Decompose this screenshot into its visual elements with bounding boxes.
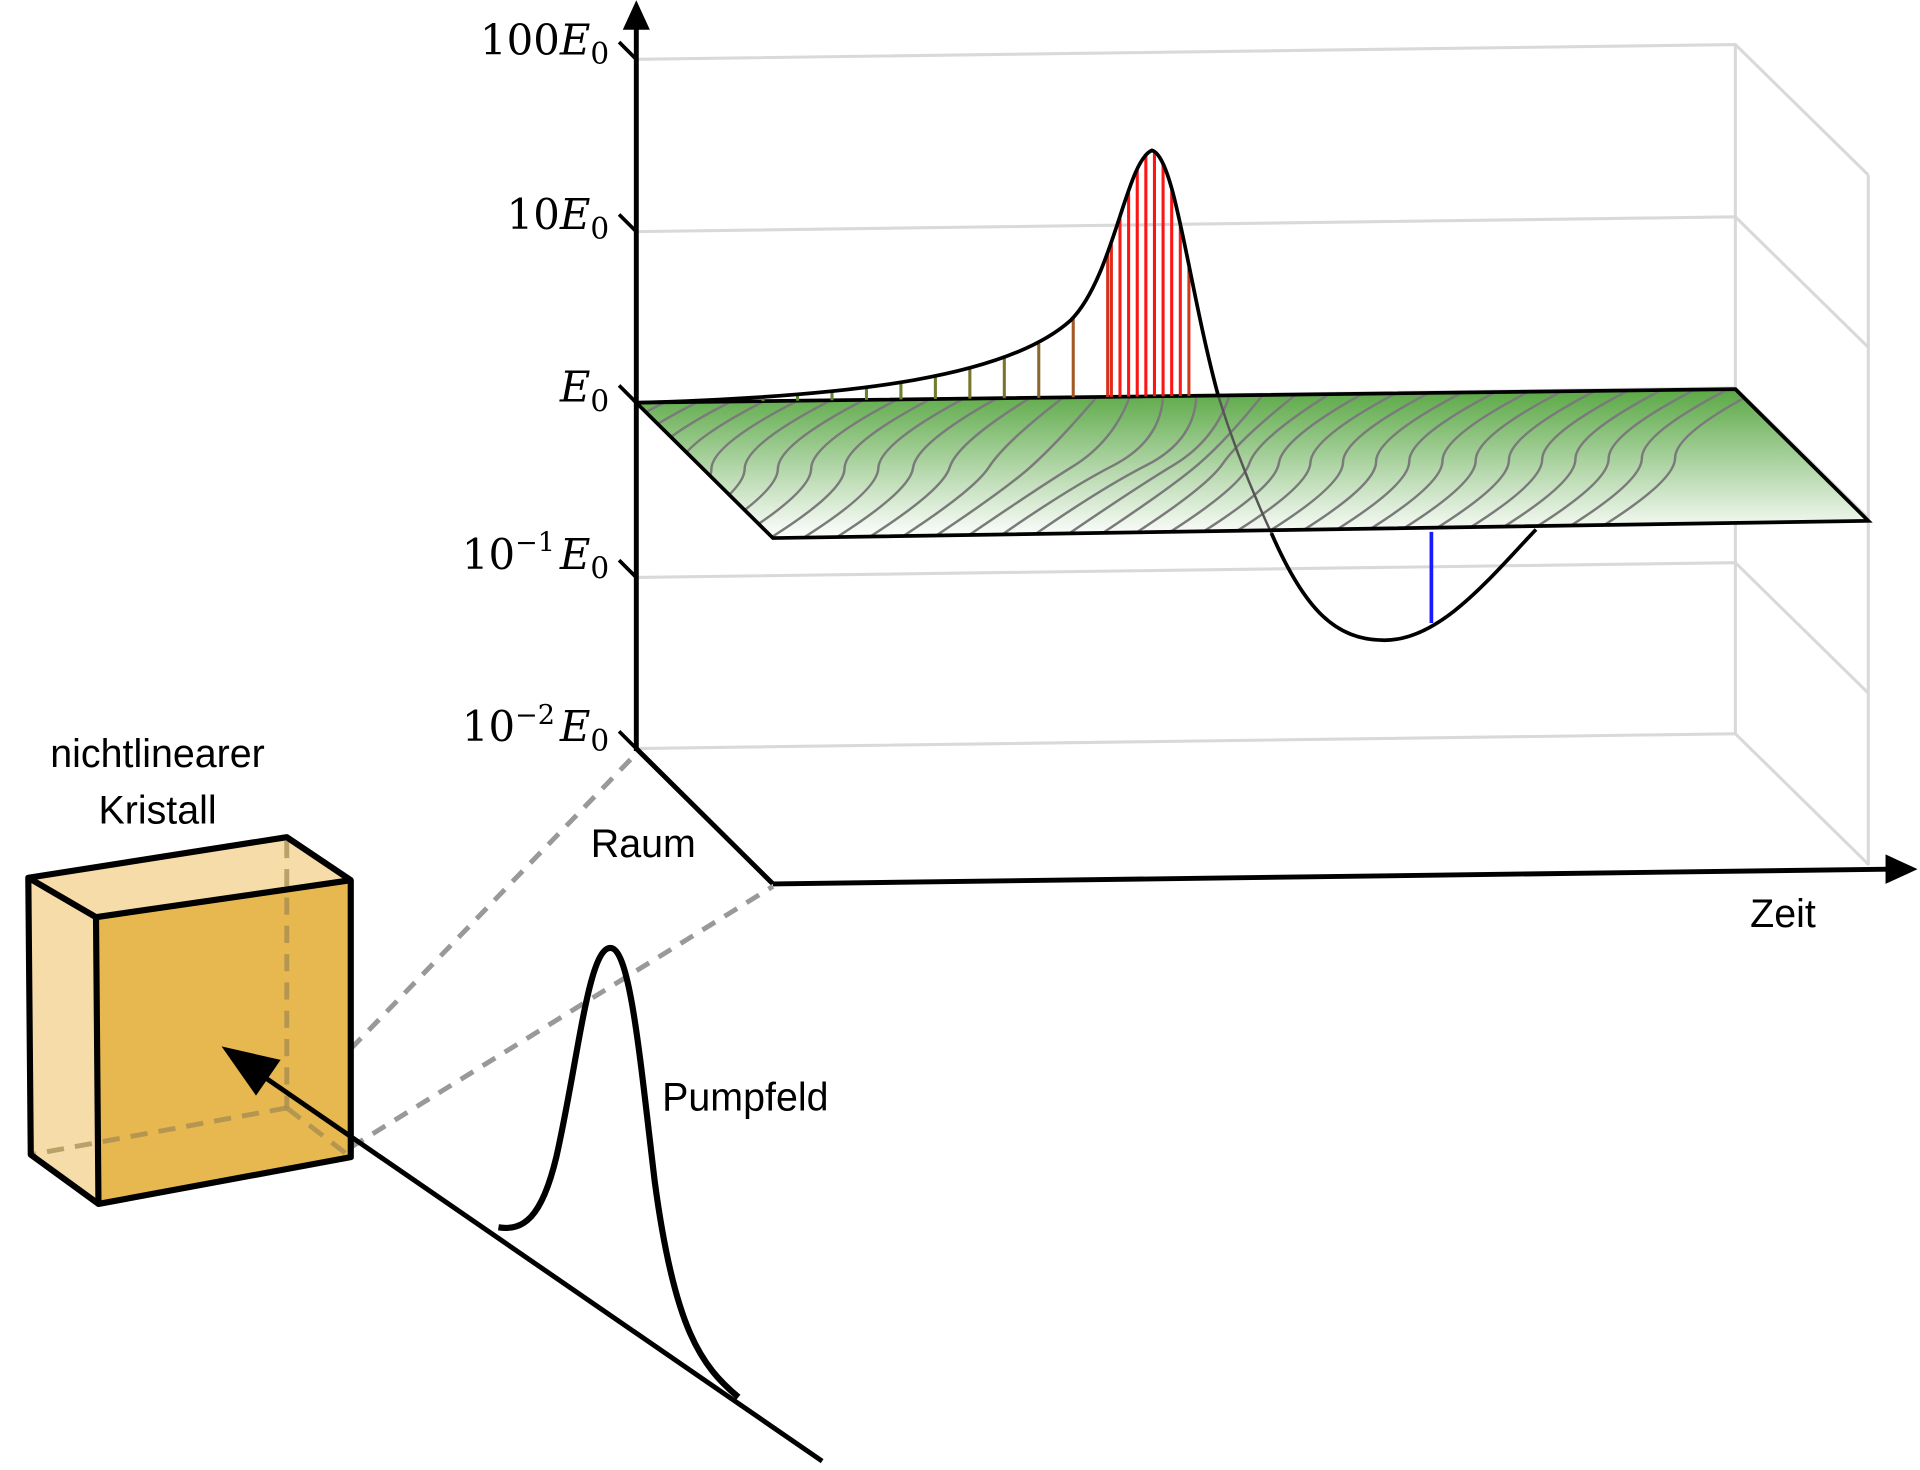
- grid-line: [636, 42, 1870, 177]
- contour-line: [857, 396, 1031, 539]
- contour-line: [724, 398, 898, 539]
- tick-label-e0: E0: [559, 362, 609, 418]
- contour-line: [1089, 394, 1264, 539]
- grid-line: [636, 732, 1870, 866]
- contour-line: [890, 396, 1065, 539]
- peak-curve: [636, 148, 1221, 405]
- contour-line: [757, 397, 932, 539]
- crystal-top-face: [28, 837, 351, 918]
- contour-line: [1156, 393, 1330, 539]
- y-tick: [617, 558, 638, 579]
- projection-line-bottom: [349, 884, 775, 1150]
- tick-label-100e0: 100E0: [480, 15, 609, 71]
- beam-arrowhead: [221, 1046, 281, 1096]
- contour-line: [1588, 389, 1762, 536]
- y-tick: [617, 730, 638, 750]
- contour-line: [1322, 391, 1496, 539]
- e0-plane: [636, 389, 1869, 539]
- crystal-left-face: [28, 877, 99, 1204]
- contour-line: [1455, 389, 1629, 538]
- contour-line: [1488, 389, 1663, 537]
- contour-line: [1521, 389, 1696, 537]
- contour-line: [956, 396, 1131, 539]
- nonlinear-crystal: [25, 834, 354, 1208]
- contour-line: [790, 397, 965, 539]
- contour-line: [1189, 392, 1364, 539]
- grid-line: [636, 215, 1870, 349]
- pump-pulse: [498, 944, 741, 1400]
- y-tick: [617, 40, 638, 61]
- contour-line: [823, 397, 998, 539]
- crystal-label-line2: Kristall: [98, 789, 216, 833]
- space-axis-label: Raum: [591, 822, 696, 866]
- y-tick: [617, 384, 638, 404]
- space-axis: [634, 746, 775, 886]
- contour-line: [1289, 391, 1463, 539]
- field-curve-in-plane: [1217, 396, 1273, 534]
- time-axis-label: Zeit: [1750, 892, 1816, 936]
- peak-stems: [761, 153, 1191, 402]
- contour-line: [923, 396, 1098, 539]
- time-axis-arrow: [1885, 854, 1918, 884]
- projection-line-top: [348, 751, 639, 1051]
- tick-label-10e0: 10E0: [507, 190, 610, 246]
- contour-line: [1023, 395, 1198, 539]
- contour-line: [990, 396, 1165, 539]
- contour-line: [1422, 389, 1596, 538]
- contour-line: [1056, 395, 1231, 539]
- beam-arrow: [239, 1059, 824, 1464]
- pump-label: Pumpfeld: [662, 1075, 828, 1119]
- y-tick: [617, 213, 638, 233]
- contour-line: [1255, 391, 1430, 539]
- tick-label-1e-1: 10−1 E0: [462, 528, 609, 586]
- crystal-label-line1: nichtlinearer: [50, 732, 264, 776]
- contour-line: [1555, 389, 1729, 536]
- tick-label-1e-2: 10−2 E0: [462, 700, 609, 758]
- contour-line: [1388, 390, 1563, 539]
- grid-line: [636, 561, 1870, 695]
- contour-line: [1222, 392, 1397, 539]
- y-axis-arrow: [622, 0, 650, 30]
- y-ticks: [617, 40, 638, 750]
- contour-line: [1355, 390, 1530, 539]
- e0-plane-outline: [631, 387, 1873, 540]
- crystal-front-face: [96, 880, 351, 1204]
- dip-curve: [1269, 528, 1538, 643]
- time-axis: [772, 866, 1890, 887]
- contour-line: [1123, 393, 1297, 539]
